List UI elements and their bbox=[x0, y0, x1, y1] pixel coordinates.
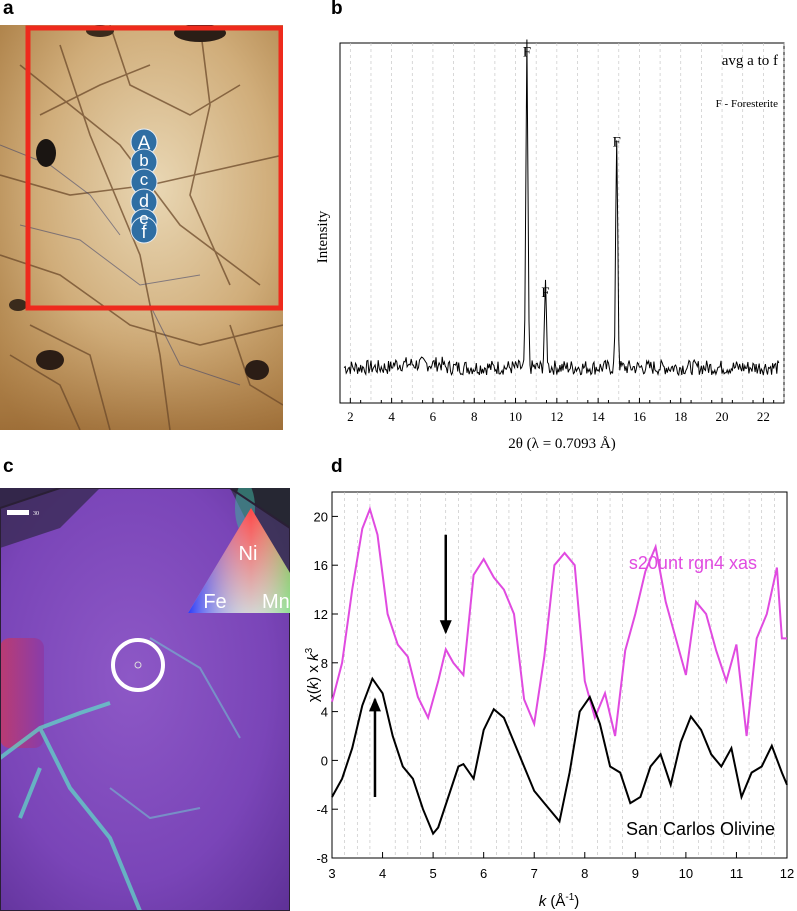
xrd-pattern-line bbox=[343, 39, 780, 377]
exafs-y-tick-label: -8 bbox=[316, 851, 328, 866]
exafs-series-label-xas: s20unt rgn4 xas bbox=[629, 553, 757, 573]
spot-label-f: f bbox=[141, 222, 147, 242]
exafs-x-tick-label: 7 bbox=[531, 866, 538, 881]
exafs-y-tick-label: 8 bbox=[321, 656, 328, 671]
xrd-xlabel: 2θ (λ = 0.7093 Å) bbox=[508, 436, 616, 452]
exafs-x-tick-label: 9 bbox=[632, 866, 639, 881]
panel-label-a: a bbox=[3, 0, 14, 19]
spot-label-c: c bbox=[140, 170, 149, 189]
exafs-x-tick-label: 4 bbox=[379, 866, 386, 881]
micrograph-panel-a: A b c d e f bbox=[0, 25, 283, 430]
xrd-x-tick-label: 4 bbox=[388, 409, 395, 424]
triangle-label-mn: Mn bbox=[262, 591, 290, 613]
spot-f bbox=[130, 216, 158, 244]
xrf-map-panel-c: 30 Ni Fe Mn bbox=[0, 488, 290, 911]
xrd-x-tick-label: 6 bbox=[430, 409, 437, 424]
exafs-y-tick-label: 20 bbox=[314, 509, 328, 524]
xrd-legend: avg a to f bbox=[722, 53, 778, 69]
spot-label-b: b bbox=[139, 151, 148, 170]
xrd-x-tick-label: 18 bbox=[674, 409, 687, 424]
measurement-point bbox=[134, 661, 142, 669]
exafs-line-olivine bbox=[331, 676, 788, 836]
exafs-y-tick-label: -4 bbox=[316, 802, 328, 817]
xrd-x-tick-label: 20 bbox=[716, 409, 729, 424]
micrograph-image: A b c d e f bbox=[0, 25, 283, 430]
xrd-x-tick-label: 16 bbox=[633, 409, 647, 424]
exafs-series-label-olivine: San Carlos Olivine bbox=[626, 819, 775, 839]
exafs-y-tick-label: 4 bbox=[321, 705, 328, 720]
element-triangle-legend bbox=[188, 508, 290, 613]
xrd-x-tick-label: 12 bbox=[550, 409, 563, 424]
exafs-line-xas bbox=[331, 506, 787, 737]
measurement-spots: A b c d e f bbox=[130, 128, 158, 244]
xrd-ylabel: Intensity bbox=[315, 210, 331, 263]
exafs-x-tick-label: 11 bbox=[730, 866, 744, 881]
xrd-plot-frame bbox=[339, 42, 785, 404]
xrd-peak-label: F bbox=[613, 135, 621, 151]
exafs-x-tick-label: 10 bbox=[679, 866, 693, 881]
exafs-x-tick-label: 6 bbox=[480, 866, 487, 881]
xrd-peak-label: F bbox=[541, 285, 549, 301]
exafs-y-tick-label: 0 bbox=[321, 753, 328, 768]
exafs-ylabel: χ(k) x k3 bbox=[304, 647, 322, 702]
exafs-x-tick-label: 8 bbox=[581, 866, 588, 881]
measurement-circle bbox=[111, 638, 165, 692]
xrd-x-tick-label: 10 bbox=[509, 409, 522, 424]
xrd-chart: 2 4 6 8 10 12 14 16 18 20 22 F F F avg a to f F - Fo… bbox=[315, 39, 785, 452]
xrd-x-tick-label: 22 bbox=[757, 409, 770, 424]
scale-bar bbox=[7, 510, 29, 515]
xrd-x-tick-label: 8 bbox=[471, 409, 478, 424]
xrf-map-image: 30 Ni Fe Mn bbox=[0, 488, 290, 911]
panel-label-c: c bbox=[3, 456, 14, 477]
spot-label-a: A bbox=[138, 133, 151, 154]
exafs-arrow-head bbox=[368, 697, 381, 712]
xrd-x-tick-label: 2 bbox=[347, 409, 354, 424]
panel-label-b: b bbox=[331, 0, 343, 19]
exafs-arrow-head bbox=[439, 620, 452, 635]
exafs-y-tick-label: 12 bbox=[314, 607, 328, 622]
panel-label-d: d bbox=[331, 456, 343, 477]
exafs-y-tick-label: 16 bbox=[314, 558, 328, 573]
triangle-label-fe: Fe bbox=[203, 591, 226, 613]
exafs-x-tick-label: 3 bbox=[328, 866, 335, 881]
xrd-x-tick-label: 14 bbox=[592, 409, 606, 424]
scale-bar-text: 30 bbox=[33, 511, 39, 517]
xrd-peak-label: F bbox=[523, 44, 531, 60]
exafs-chart: 3 4 5 6 7 8 9 10 11 12 -8 -4 0 4 8 12 16 20 s20unt rgn4 x… bbox=[304, 491, 794, 910]
exafs-x-tick-label: 12 bbox=[780, 866, 794, 881]
triangle-label-ni: Ni bbox=[239, 543, 258, 565]
exafs-x-tick-label: 5 bbox=[429, 866, 436, 881]
spot-label-e: e bbox=[139, 209, 148, 228]
selection-box bbox=[25, 25, 283, 311]
exafs-xlabel: k (Å-1) bbox=[539, 892, 580, 910]
xrd-note: F - Foresterite bbox=[716, 98, 778, 110]
spot-label-d: d bbox=[139, 191, 149, 211]
